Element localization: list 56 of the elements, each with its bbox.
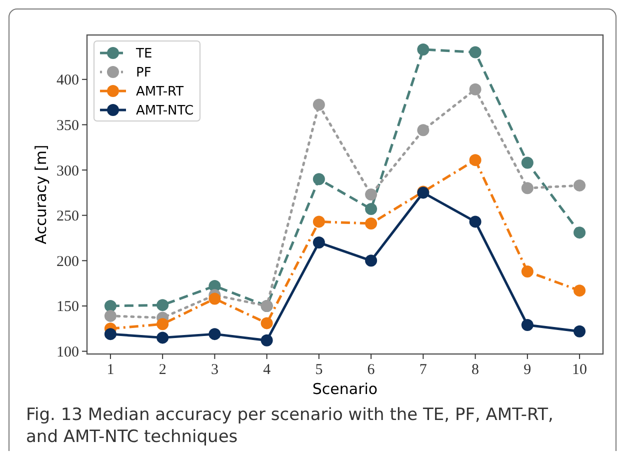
x-tick-label: 3: [210, 362, 218, 378]
point: [312, 173, 325, 186]
point: [156, 299, 169, 312]
x-tick-label: 6: [367, 362, 376, 378]
x-tick-label: 5: [315, 362, 323, 378]
point: [260, 334, 273, 346]
point: [156, 332, 169, 344]
point: [469, 154, 482, 166]
legend-label: PF: [136, 66, 152, 81]
x-tick-label: 2: [158, 362, 166, 378]
point: [365, 254, 378, 267]
point: [208, 328, 221, 340]
point: [521, 266, 534, 278]
y-tick-label: 200: [56, 254, 79, 270]
point: [521, 156, 534, 169]
point: [312, 98, 325, 111]
point: [104, 328, 116, 340]
point: [365, 203, 378, 215]
point: [365, 218, 378, 230]
y-tick-label: 100: [56, 344, 79, 361]
point: [156, 318, 169, 330]
y-tick-label: 350: [56, 118, 79, 134]
legend-label: AMT-NTC: [136, 104, 194, 119]
point: [312, 216, 325, 228]
x-axis-title: Scenario: [312, 380, 378, 398]
legend-label: AMT-RT: [136, 84, 184, 100]
point: [521, 319, 534, 331]
point: [574, 179, 586, 192]
point: [574, 325, 586, 338]
y-tick-label: 250: [56, 208, 79, 225]
x-tick-label: 1: [106, 362, 114, 378]
y-axis-title: Accuracy [m]: [32, 144, 50, 244]
point: [469, 46, 482, 58]
y-tick-label: 400: [56, 72, 79, 89]
x-tick-label: 4: [263, 362, 272, 378]
point: [260, 317, 273, 330]
x-tick-label: 9: [524, 362, 532, 378]
point: [104, 310, 116, 322]
y-tick-label: 150: [56, 299, 79, 316]
point: [312, 236, 325, 249]
point: [365, 188, 378, 200]
y-tick-label: 300: [56, 163, 79, 180]
point: [574, 284, 586, 297]
x-tick-label: 8: [472, 362, 480, 378]
point: [469, 216, 482, 228]
point: [208, 292, 221, 305]
point: [417, 124, 430, 136]
point: [417, 44, 430, 56]
point: [469, 83, 482, 96]
point: [574, 226, 586, 239]
legend-label: TE: [135, 46, 152, 62]
point: [521, 182, 534, 194]
caption: Fig. 13 Median accuracy per scenario with the TE, PF, AMT-RT, and AMT-NTC techniques: [26, 404, 554, 448]
point: [104, 300, 116, 312]
x-tick-label: 10: [572, 362, 588, 378]
x-tick-label: 7: [419, 362, 428, 378]
